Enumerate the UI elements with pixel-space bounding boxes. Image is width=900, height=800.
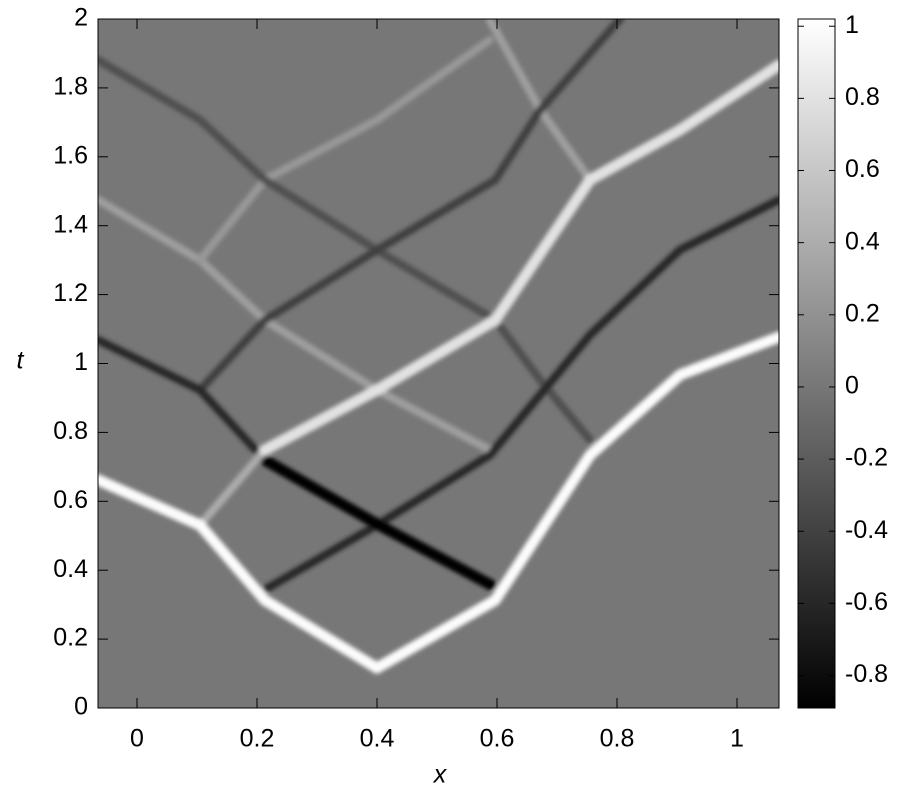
wave-ray-path	[196, 36, 494, 265]
y-tick-label: 0.4	[53, 555, 88, 583]
wave-ray	[260, 195, 779, 594]
wave-ray-path	[260, 195, 779, 594]
y-tick-label: 1.6	[53, 141, 88, 169]
wave-ray-path	[259, 59, 779, 456]
heatmap-field	[98, 19, 779, 674]
colorbar-tick-label: 0	[845, 372, 859, 400]
colorbar-tick-label: 1	[845, 11, 859, 39]
x-tick-label: 0.2	[240, 725, 275, 753]
colorbar-tick-label: -0.4	[845, 516, 888, 544]
colorbar-tick-label: 0.4	[845, 227, 880, 255]
wave-ray-path	[98, 331, 779, 674]
x-tick-label: 0.8	[600, 725, 635, 753]
x-tick-label: 0	[130, 725, 144, 753]
x-tick-label: 0.4	[360, 725, 395, 753]
colorbar-tick-label: 0.6	[845, 155, 880, 183]
y-tick-label: 0	[74, 693, 88, 721]
wave-ray	[196, 36, 494, 265]
y-tick-label: 2	[74, 4, 88, 32]
wave-ray-path	[259, 454, 497, 591]
wave-ray	[196, 445, 269, 530]
wave-ray-path	[196, 445, 269, 530]
x-tick-label: 1	[730, 725, 744, 753]
y-tick-label: 1.4	[53, 210, 88, 238]
colorbar-tick-label: -0.8	[845, 660, 888, 688]
wave-ray	[259, 454, 497, 591]
y-tick-label: 1.2	[53, 279, 88, 307]
wave-ray-path	[98, 336, 269, 464]
colorbar-tick-label: -0.6	[845, 588, 888, 616]
y-tick-label: 1	[74, 348, 88, 376]
colorbar-tick-label: 0.2	[845, 299, 880, 327]
y-tick-label: 0.8	[53, 417, 88, 445]
y-tick-label: 0.6	[53, 486, 88, 514]
x-tick-label: 0.6	[480, 725, 515, 753]
wave-ray	[259, 59, 779, 456]
wave-ray	[98, 336, 269, 464]
x-axis-label: x	[433, 761, 448, 789]
colorbar-tick-label: 0.8	[845, 83, 880, 111]
colorbar	[797, 18, 836, 709]
wave-ray-path	[196, 19, 624, 395]
y-tick-label: 1.8	[53, 73, 88, 101]
wave-ray	[98, 331, 779, 674]
y-tick-label: 0.2	[53, 624, 88, 652]
y-axis-label: t	[17, 347, 25, 375]
wave-ray	[196, 19, 624, 395]
colorbar-tick-label: -0.2	[845, 444, 888, 472]
